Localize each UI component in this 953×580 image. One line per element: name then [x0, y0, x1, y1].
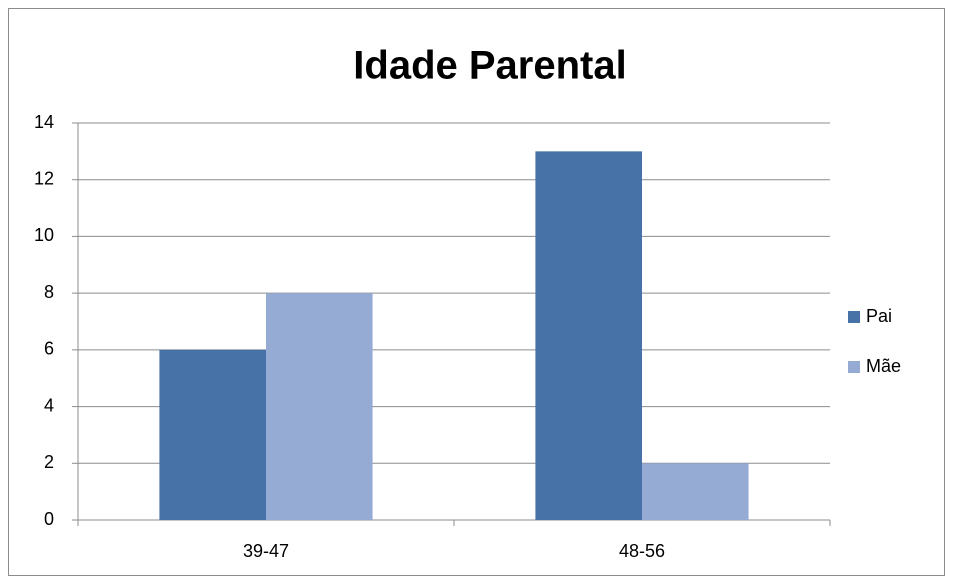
- bar: [159, 349, 266, 520]
- x-tick-label: 48-56: [619, 541, 665, 561]
- bar: [266, 293, 373, 520]
- legend-swatch: [848, 311, 860, 323]
- y-tick-label: 2: [44, 452, 54, 472]
- legend-label: Pai: [866, 306, 892, 326]
- x-tick-label: 39-47: [243, 541, 289, 561]
- y-tick-label: 12: [34, 168, 54, 188]
- y-tick-label: 4: [44, 395, 54, 415]
- bar: [642, 463, 749, 520]
- legend-swatch: [848, 361, 860, 373]
- chart-border: [8, 8, 945, 576]
- y-tick-label: 0: [44, 509, 54, 529]
- bar: [535, 151, 642, 520]
- chart-title: Idade Parental: [353, 44, 626, 88]
- y-tick-label: 8: [44, 282, 54, 302]
- y-tick-label: 6: [44, 339, 54, 359]
- y-tick-label: 10: [34, 225, 54, 245]
- y-tick-label: 14: [34, 112, 54, 132]
- legend-label: Mãe: [866, 356, 901, 376]
